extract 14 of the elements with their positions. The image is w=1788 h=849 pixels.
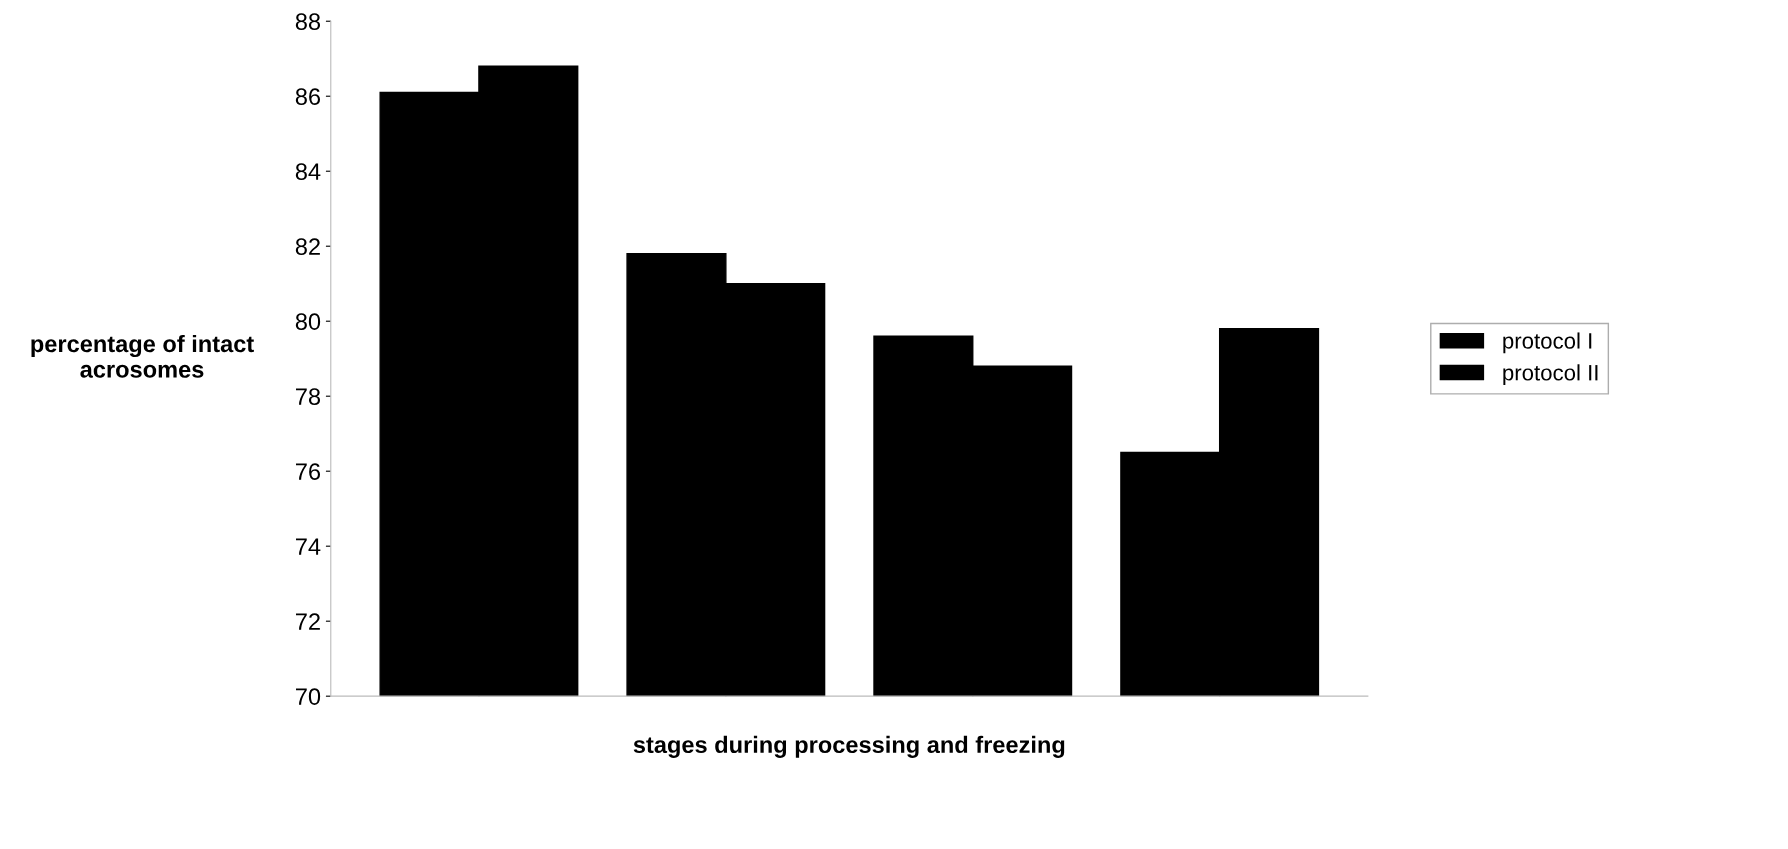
legend-label: protocol II bbox=[1503, 364, 1598, 385]
y-tick-label: 72 bbox=[296, 613, 320, 630]
y-tick-label: 82 bbox=[295, 238, 320, 255]
y-tick-label: 70 bbox=[296, 688, 321, 705]
y-tick-label: 84 bbox=[295, 163, 321, 180]
x-axis-title: stages during processing and freezing bbox=[633, 735, 1065, 758]
y-tick-label: 76 bbox=[296, 463, 321, 480]
y-tick-label: 80 bbox=[295, 313, 321, 330]
y-tick-label: 86 bbox=[295, 88, 321, 106]
y-tick-label: 78 bbox=[296, 388, 321, 405]
y-axis-title: percentage of intact acrosomes bbox=[31, 334, 254, 378]
legend-label: protocol I bbox=[1503, 332, 1592, 354]
y-tick-label: 74 bbox=[296, 538, 321, 555]
y-tick-label: 88 bbox=[295, 13, 321, 31]
